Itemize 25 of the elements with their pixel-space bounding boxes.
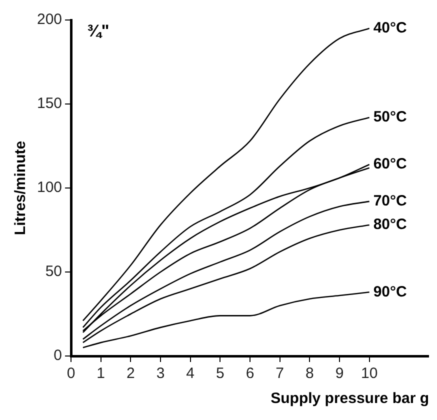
x-tick-label: 8 <box>306 365 314 382</box>
x-tick-label: 3 <box>156 365 165 382</box>
x-axis-title: Supply pressure bar g <box>270 390 429 408</box>
y-tick-label: 150 <box>36 95 62 112</box>
y-axis-title: Litres/minute <box>12 140 30 236</box>
x-tick-label: 2 <box>126 365 135 382</box>
series-label: 90°C <box>373 283 408 300</box>
x-tick-label: 1 <box>96 365 106 382</box>
annotation: ¾" <box>87 22 110 41</box>
x-tick-label: 10 <box>360 365 378 382</box>
series-label: 60°C <box>373 156 408 173</box>
y-tick-label: 200 <box>36 11 62 28</box>
series-label: 50°C <box>373 108 408 126</box>
series-label: 70°C <box>373 192 408 210</box>
series-label: 80°C <box>373 216 408 234</box>
x-tick-label: 6 <box>246 365 254 382</box>
series-label: 40°C <box>373 20 408 37</box>
x-tick-label: 7 <box>276 365 284 382</box>
x-tick-label: 5 <box>216 365 224 382</box>
x-tick-label: 0 <box>66 365 76 382</box>
y-tick-label: 50 <box>45 263 62 280</box>
x-tick-label: 9 <box>335 365 344 382</box>
y-tick-label: 100 <box>36 179 62 196</box>
y-tick-label: 0 <box>54 347 62 364</box>
x-tick-label: 4 <box>186 365 195 382</box>
